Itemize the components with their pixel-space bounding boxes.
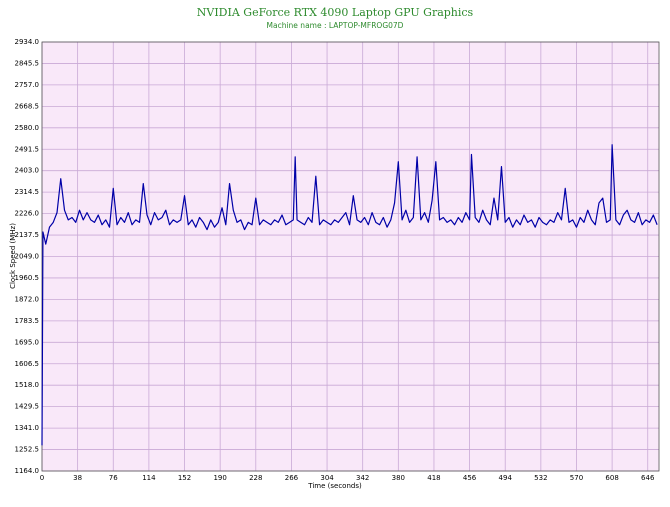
y-tick-label: 1606.5 (15, 360, 40, 368)
y-tick-label: 2757.0 (15, 81, 40, 89)
y-tick-label: 1960.5 (15, 274, 40, 282)
data-line (41, 144, 658, 446)
y-tick-label: 2934.0 (15, 38, 40, 46)
y-tick-label: 2845.5 (15, 59, 40, 67)
y-tick-label: 1783.5 (15, 317, 40, 325)
y-tick-label: 1518.0 (15, 381, 40, 389)
x-tick-label: 380 (392, 474, 405, 482)
y-tick-label: 2403.0 (15, 167, 40, 175)
y-tick-label: 2491.5 (15, 145, 40, 153)
x-axis-label: Time (seconds) (307, 482, 362, 490)
x-tick-label: 114 (142, 474, 156, 482)
y-tick-label: 1164.0 (15, 467, 40, 475)
x-tick-label: 456 (463, 474, 477, 482)
x-tick-label: 532 (534, 474, 547, 482)
chart-title: NVIDIA GeForce RTX 4090 Laptop GPU Graph… (197, 6, 474, 19)
y-tick-label: 1429.5 (15, 403, 40, 411)
x-tick-label: 152 (178, 474, 191, 482)
x-tick-label: 38 (73, 474, 82, 482)
y-tick-label: 2580.0 (15, 124, 40, 132)
y-tick-label: 1252.5 (15, 446, 40, 454)
y-axis-label: Clock Speed (MHz) (9, 223, 17, 289)
y-tick-label: 2226.0 (15, 210, 40, 218)
y-tick-label: 2314.5 (15, 188, 40, 196)
x-tick-label: 190 (213, 474, 226, 482)
plot-frame (41, 41, 660, 472)
x-tick-label: 646 (641, 474, 655, 482)
x-tick-label: 304 (320, 474, 334, 482)
x-tick-label: 418 (427, 474, 440, 482)
x-tick-label: 266 (285, 474, 299, 482)
y-tick-label: 2049.0 (15, 253, 40, 261)
x-tick-label: 342 (356, 474, 369, 482)
x-tick-label: 570 (570, 474, 583, 482)
y-tick-label: 1695.0 (15, 338, 40, 346)
chart-subtitle: Machine name : LAPTOP-MFROG07D (267, 21, 404, 30)
x-tick-label: 608 (605, 474, 618, 482)
x-tick-label: 228 (249, 474, 262, 482)
x-tick-label: 0 (40, 474, 44, 482)
x-tick-label: 494 (499, 474, 513, 482)
x-tick-label: 76 (109, 474, 118, 482)
y-tick-label: 2137.5 (15, 231, 40, 239)
y-tick-label: 1872.0 (15, 295, 40, 303)
y-tick-label: 1341.0 (15, 424, 40, 432)
y-tick-label: 2668.5 (15, 102, 40, 110)
